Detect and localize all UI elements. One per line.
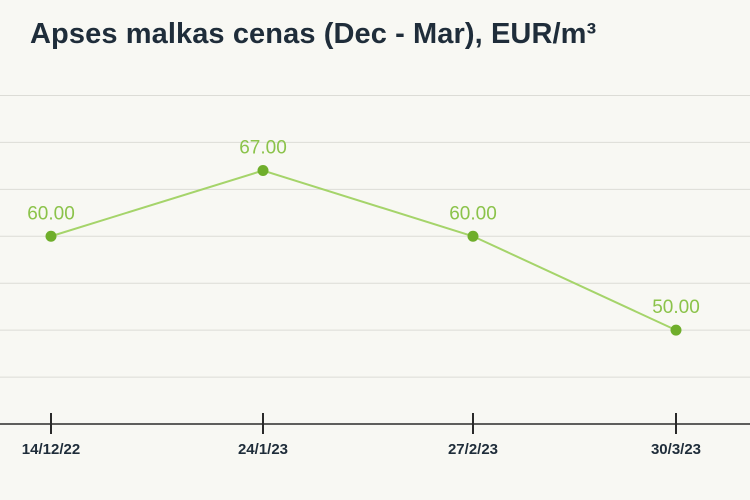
data-label: 60.00 — [27, 203, 75, 224]
data-point — [467, 230, 479, 242]
data-point — [45, 230, 57, 242]
x-axis-ticks — [50, 413, 677, 434]
data-point — [670, 324, 682, 336]
series-line — [50, 169, 677, 332]
data-point — [257, 165, 269, 177]
x-tick-labels: 14/12/22 24/1/23 27/2/23 30/3/23 — [22, 441, 701, 458]
x-tick-label: 14/12/22 — [22, 441, 80, 458]
chart-title: Apses malkas cenas (Dec - Mar), EUR/m³ — [30, 18, 597, 50]
data-label: 50.00 — [652, 297, 700, 318]
data-labels: 60.00 67.00 60.00 50.00 — [27, 138, 700, 319]
data-points — [45, 165, 682, 336]
x-tick-label: 27/2/23 — [448, 441, 498, 458]
x-tick-label: 30/3/23 — [651, 441, 701, 458]
data-label: 60.00 — [449, 203, 497, 224]
grid-lines — [0, 94, 750, 378]
x-tick-label: 24/1/23 — [238, 441, 288, 458]
data-label: 67.00 — [239, 138, 287, 159]
